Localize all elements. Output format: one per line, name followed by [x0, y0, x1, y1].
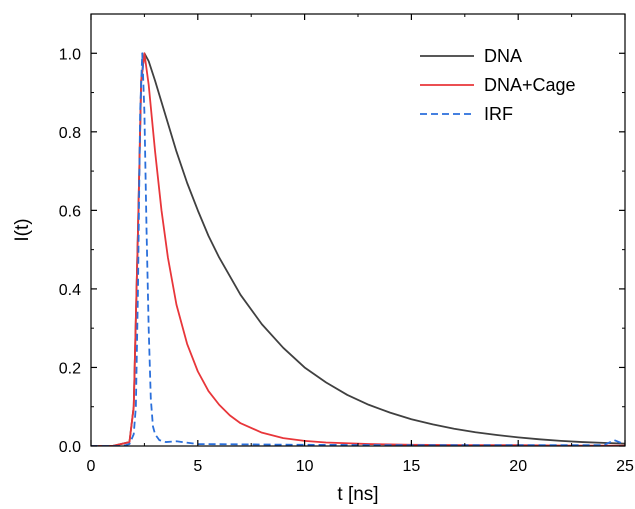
- y-tick-label: 0.0: [59, 439, 81, 456]
- series-line-dna-cage: [91, 52, 625, 446]
- x-tick-label: 20: [509, 458, 527, 475]
- legend-label: IRF: [484, 104, 513, 124]
- legend-label: DNA+Cage: [484, 75, 576, 95]
- legend-label: DNA: [484, 46, 522, 66]
- series-line-irf: [91, 52, 625, 446]
- y-tick-label: 0.4: [59, 282, 81, 299]
- x-axis-title: t [ns]: [337, 484, 378, 505]
- x-tick-label: 0: [87, 458, 96, 475]
- legend: DNA DNA+Cage IRF: [420, 46, 576, 124]
- x-tick-label: 10: [296, 458, 314, 475]
- series-line-dna: [91, 52, 625, 446]
- y-tick-label: 0.6: [59, 203, 81, 220]
- y-tick-label: 0.2: [59, 360, 81, 377]
- y-axis-title: I(t): [12, 218, 33, 241]
- y-tick-label: 0.8: [59, 125, 81, 142]
- x-tick-label: 15: [403, 458, 421, 475]
- series-layer: [91, 52, 625, 446]
- y-tick-label: 1.0: [59, 46, 81, 63]
- x-tick-label: 25: [616, 458, 634, 475]
- x-tick-label: 5: [193, 458, 202, 475]
- x-axis-ticks: 0 5 10 15 20 25: [87, 14, 634, 475]
- y-axis-ticks: 0.0 0.2 0.4 0.6 0.8 1.0: [59, 13, 625, 456]
